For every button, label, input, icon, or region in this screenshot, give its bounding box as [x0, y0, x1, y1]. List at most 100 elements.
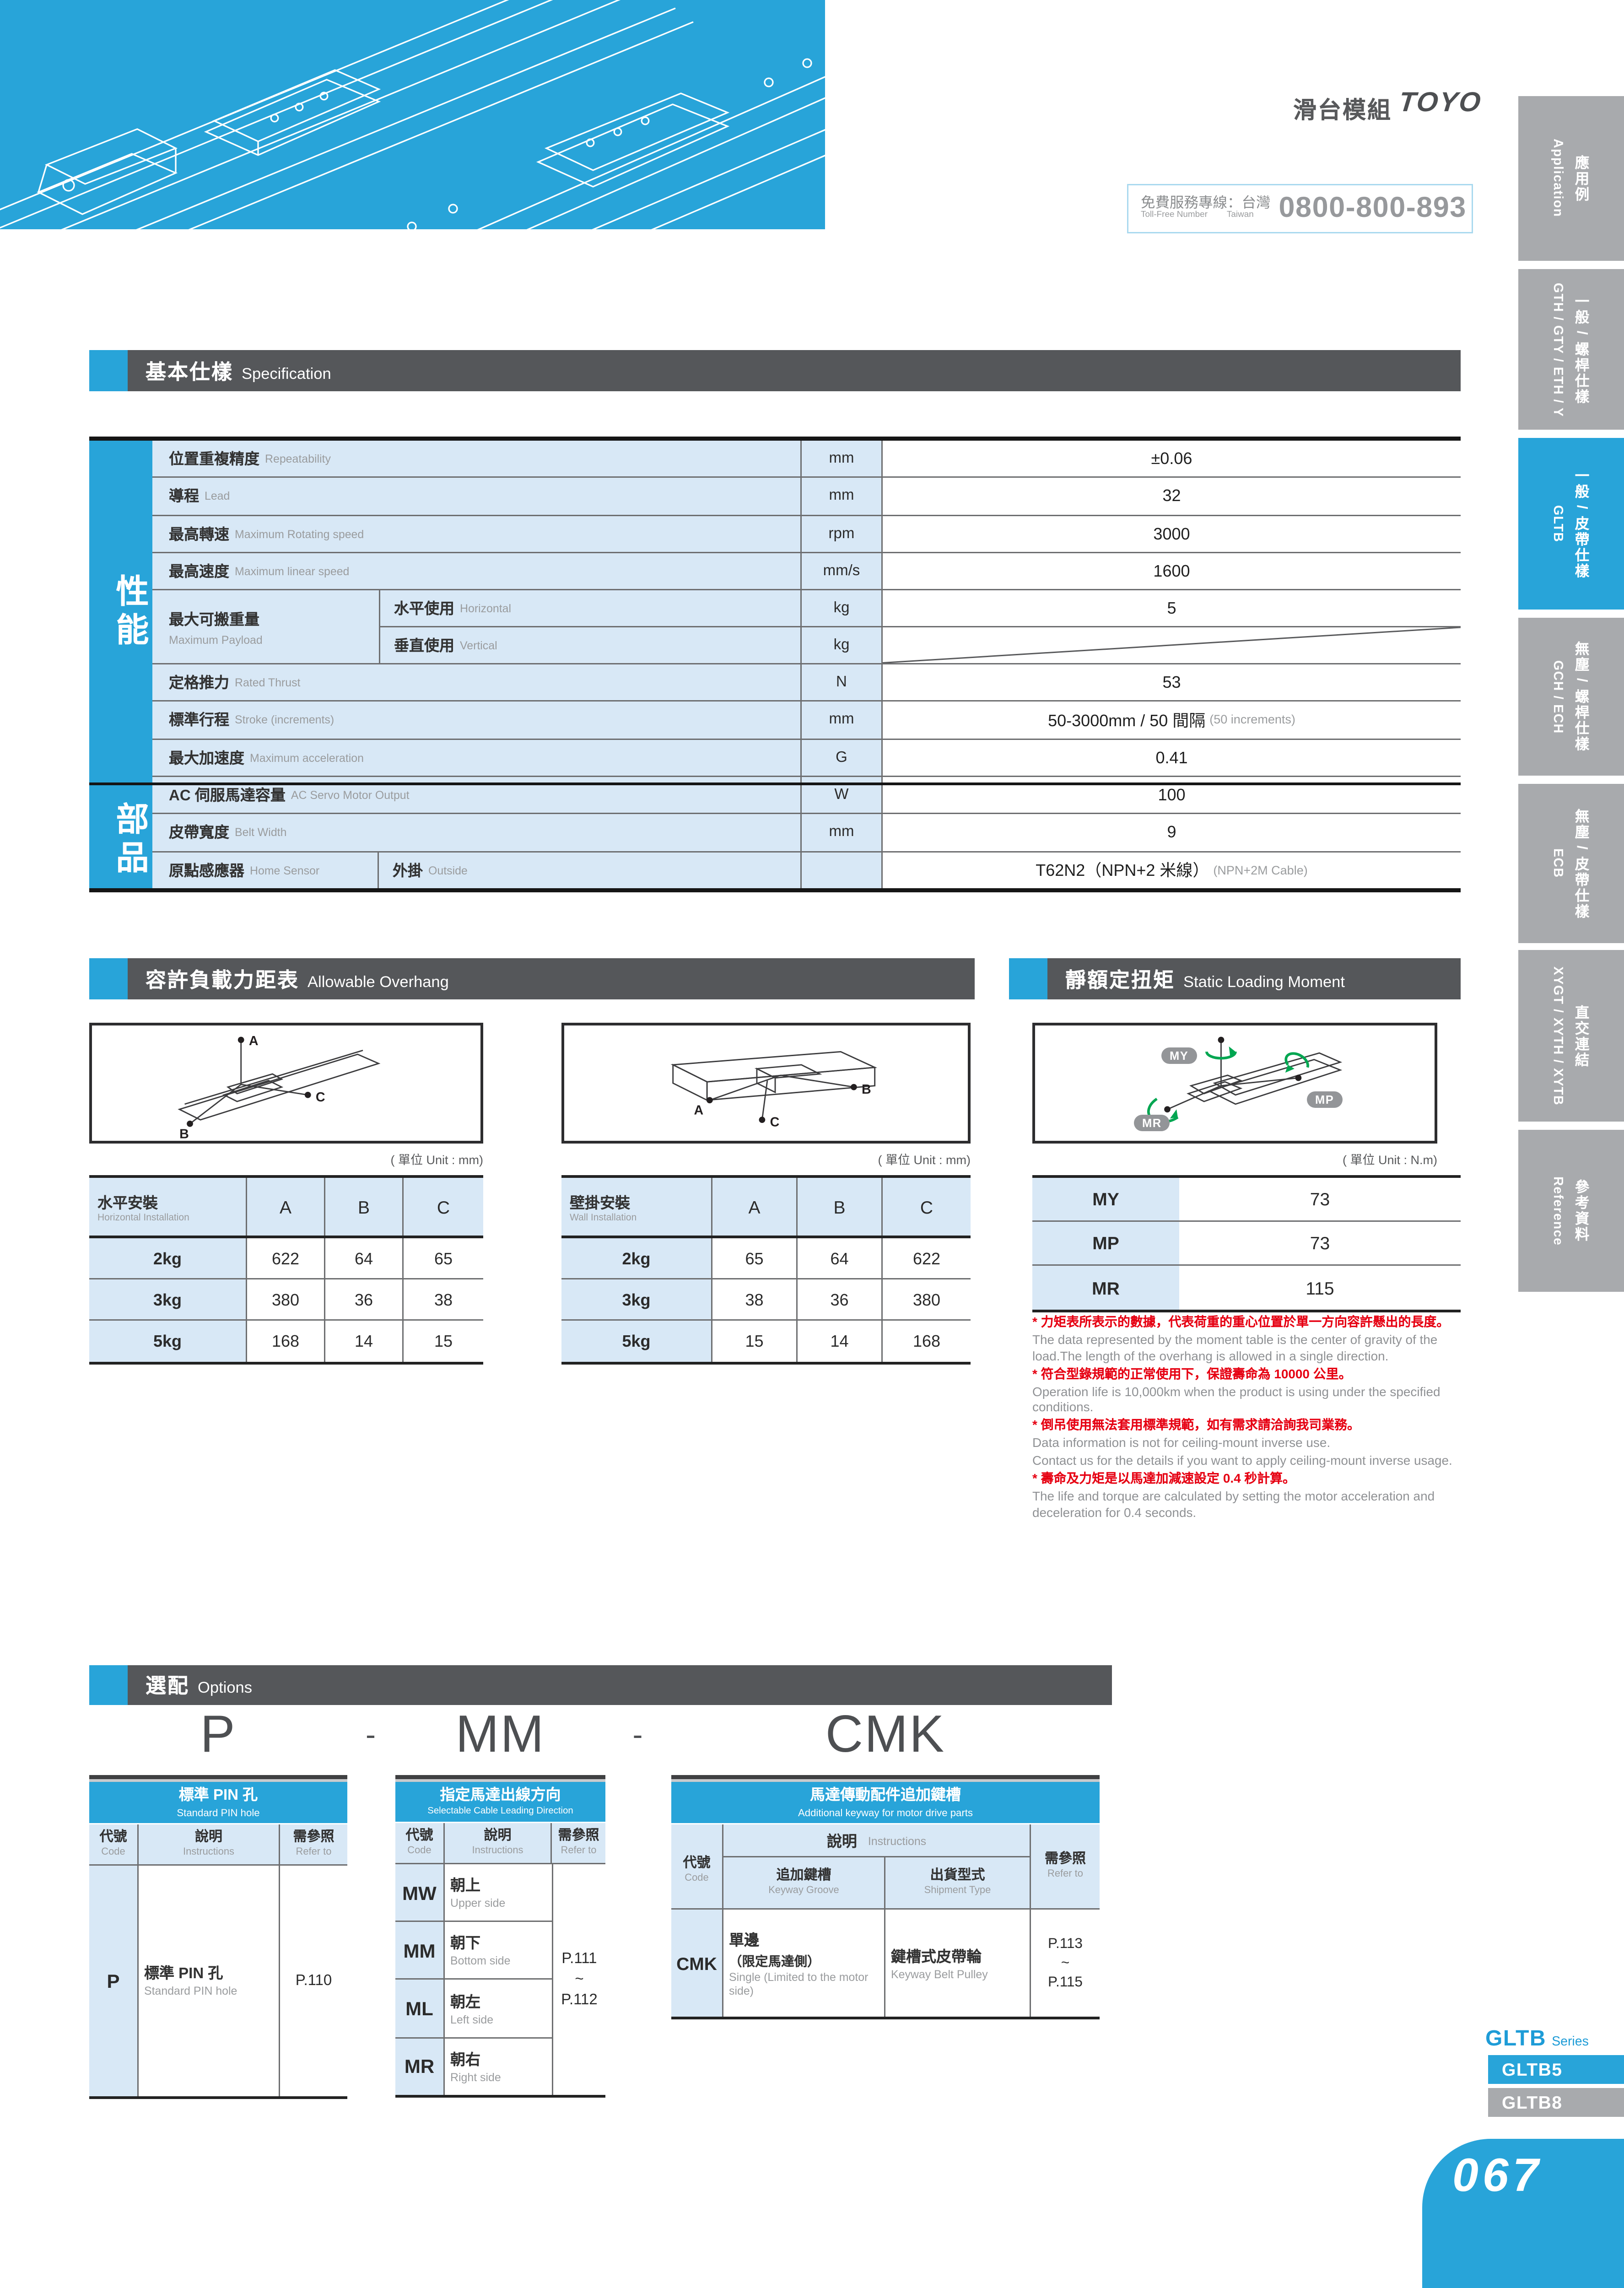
diagram-wall-installation: B A C	[561, 1023, 971, 1144]
option-row-p: P 標準 PIN 孔 Standard PIN hole P.110	[89, 1865, 347, 2096]
table-row: MP 73	[1032, 1222, 1461, 1266]
tab-label-zh: 應用例	[1573, 155, 1590, 202]
series-tab-gltb5[interactable]: GLTB5	[1488, 2055, 1624, 2084]
tollfree-box: 免費服務專線：台灣 Toll-Free Number Taiwan 0800-80…	[1127, 184, 1473, 233]
tab-label-en: Reference	[1550, 1176, 1565, 1246]
na-diagonal-line	[883, 627, 1461, 663]
tab-label-en: GCH / ECH	[1550, 660, 1565, 734]
wall-overhang-diagram: B A C	[670, 1051, 878, 1130]
table-row: 5kg 15 14 168	[561, 1321, 971, 1362]
section-chip-icon	[1009, 958, 1047, 999]
sidebar-tab-gltb-active[interactable]: GLTB 一般 / 皮帶仕樣	[1518, 438, 1624, 610]
sidebar-tab-ecb[interactable]: ECB 無塵 / 皮帶仕樣	[1518, 784, 1624, 943]
section-bar-specification: 基本仕樣 Specification	[89, 350, 1461, 391]
table-row: 3kg 38 36 380	[561, 1279, 971, 1321]
point-a-label: A	[694, 1103, 704, 1118]
section-chip-icon	[89, 1665, 128, 1705]
section-title-en: Allowable Overhang	[308, 974, 449, 991]
section-bar-moment: 靜額定扭矩 Static Loading Moment	[1009, 958, 1461, 999]
spec-table: 性能 部品 位置重複精度 Repeatability mm ±0.06 導程 Lea…	[89, 437, 1461, 892]
table-row: 2kg 622 64 65	[89, 1238, 483, 1279]
table-row: 5kg 168 14 15	[89, 1321, 483, 1362]
spec-row-rated-thrust: 定格推力 Rated Thrust N 53	[152, 664, 1461, 702]
tollfree-label-zh: 免費服務專線：台灣	[1141, 195, 1271, 212]
tab-label-zh: 直交連結	[1573, 1004, 1590, 1068]
series-tab-gltb8[interactable]: GLTB8	[1488, 2088, 1624, 2117]
tollfree-number: 0800-800-893	[1279, 192, 1467, 224]
point-b-label: B	[179, 1127, 189, 1141]
option-row-mr: MR 朝右 Right side	[395, 2038, 552, 2095]
spec-value-na-cell	[883, 627, 1461, 663]
option-table-subheader: 代號 Code 說明 Instructions 需參照 Refer to	[395, 1823, 605, 1864]
note-line: Operation life is 10,000km when the prod…	[1032, 1384, 1441, 1415]
point-b-label: B	[862, 1082, 871, 1097]
spec-row-max-acceleration: 最大加速度 Maximum acceleration G 0.41	[152, 739, 1461, 777]
section-title-zh: 選配	[146, 1675, 190, 1698]
spec-group-performance: 性能	[110, 573, 147, 650]
section-chip-icon	[89, 958, 128, 999]
spec-subrow-horizontal: 水平使用 Horizontal kg 5	[380, 590, 1461, 628]
table-row: 3kg 380 36 38	[89, 1279, 483, 1321]
code-underline	[671, 1775, 1100, 1779]
note-line: Contact us for the details if you want t…	[1032, 1454, 1452, 1468]
spec-row-max-payload: 最大可搬重量 Maximum Payload 水平使用 Horizontal kg …	[152, 590, 1461, 664]
option-table-header: 馬達傳動配件追加鍵槽 Additional keyway for motor dr…	[671, 1782, 1100, 1824]
tollfree-label-en: Toll-Free Number Taiwan	[1141, 210, 1254, 220]
note-line: * 力矩表所表示的數據，代表荷重的重心位置於單一方向容許懸出的長度。	[1032, 1315, 1450, 1329]
section-title-zh: 基本仕樣	[146, 360, 234, 384]
spec-row-max-linear-speed: 最高速度 Maximum linear speed mm/s 1600	[152, 553, 1461, 591]
tab-label-en: ECB	[1550, 848, 1565, 879]
note-line: The life and torque are calculated by se…	[1032, 1489, 1435, 1520]
col-header-b: B	[325, 1178, 404, 1236]
sidebar-tab-reference[interactable]: Reference 參考資料	[1518, 1130, 1624, 1292]
option-table-subheader: 代號 Code 說明 Instructions 需參照 Refer to	[89, 1824, 347, 1866]
note-line: The data represented by the moment table…	[1032, 1333, 1438, 1363]
moment-axes-diagram	[1147, 1036, 1343, 1123]
col-header-b: B	[798, 1178, 883, 1236]
section-title-zh: 容許負載力距表	[146, 968, 300, 992]
sidebar-tab-gch-ech[interactable]: GCH / ECH 無塵 / 螺桿仕樣	[1518, 618, 1624, 776]
col-header-a: A	[712, 1178, 798, 1236]
note-line: * 倒吊使用無法套用標準規範，如有需求請洽詢我司業務。	[1032, 1419, 1360, 1433]
option-table-cmk: 馬達傳動配件追加鍵槽 Additional keyway for motor dr…	[671, 1782, 1100, 2019]
sidebar-tab-xygt-xyth-xytb[interactable]: XYGT / XYTH / XYTB 直交連結	[1518, 950, 1624, 1122]
moment-table: MY 73 MP 73 MR 115	[1032, 1175, 1461, 1312]
sidebar-tab-gth-gty-eth-y[interactable]: GTH / GTY / ETH / Y 一般 / 螺桿仕樣	[1518, 269, 1624, 430]
table-row: 2kg 65 64 622	[561, 1238, 971, 1279]
sidebar-tab-application[interactable]: Application 應用例	[1518, 96, 1624, 261]
option-code-mm: MM	[455, 1705, 545, 1764]
section-title-en: Static Loading Moment	[1183, 974, 1345, 991]
overhang-table-horizontal: 水平安裝 Horizontal Installation A B C 2kg 62…	[89, 1175, 483, 1365]
section-title-en: Specification	[242, 366, 331, 383]
point-c-label: C	[316, 1090, 325, 1105]
spec-row-lead: 導程 Lead mm 32	[152, 478, 1461, 516]
option-table-mm: 指定馬達出線方向 Selectable Cable Leading Directi…	[395, 1782, 605, 2098]
unit-note-mm: ( 單位 Unit : mm)	[390, 1153, 484, 1167]
col-header-c: C	[920, 1196, 933, 1217]
code-underline	[395, 1775, 605, 1779]
section-title-en: Options	[198, 1680, 252, 1697]
option-code-cmk: CMK	[825, 1705, 946, 1764]
moment-notes: * 力矩表所表示的數據，代表荷重的重心位置於單一方向容許懸出的長度。 The d…	[1032, 1315, 1463, 1523]
note-line: Data information is not for ceiling-moun…	[1032, 1436, 1331, 1450]
option-table-header: 指定馬達出線方向 Selectable Cable Leading Directi…	[395, 1782, 605, 1824]
toyo-logo: TOYO	[1397, 88, 1484, 118]
product-illustration	[0, 0, 825, 229]
horizontal-overhang-diagram: A B C	[178, 1034, 381, 1141]
spec-row-home-sensor: 原點感應器 Home Sensor 外掛 Outside T62N2（NPN+2 米…	[152, 852, 1461, 888]
tab-label-zh: 無塵 / 皮帶仕樣	[1573, 808, 1590, 919]
moment-badge-my: MY	[1161, 1047, 1197, 1064]
unit-note-mm: ( 單位 Unit : mm)	[878, 1153, 971, 1167]
table-row: MR 115	[1032, 1266, 1461, 1310]
col-header-a: A	[247, 1178, 325, 1236]
tab-label-zh: 無塵 / 螺桿仕樣	[1573, 641, 1590, 752]
tab-label-zh: 一般 / 螺桿仕樣	[1573, 294, 1590, 405]
option-row-mw: MW 朝上 Upper side	[395, 1864, 552, 1922]
option-table-p: 標準 PIN 孔 Standard PIN hole 代號 Code 說明 Instr…	[89, 1782, 347, 2099]
diagram-static-moment	[1032, 1023, 1437, 1144]
page-title: 滑台模組	[1293, 97, 1392, 124]
spec-row-stroke: 標準行程 Stroke (increments) mm 50-3000mm / 5…	[152, 702, 1461, 739]
tab-label-zh: 一般 / 皮帶仕樣	[1573, 468, 1590, 579]
spec-subrow-vertical: 垂直使用 Vertical kg	[380, 627, 1461, 663]
